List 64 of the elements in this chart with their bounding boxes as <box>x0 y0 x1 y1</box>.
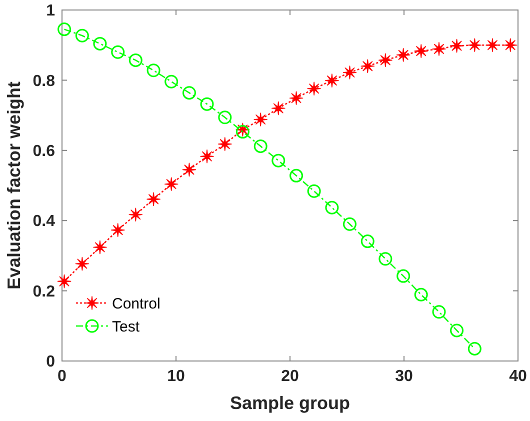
y-tick-label: 0.2 <box>32 283 56 300</box>
point <box>271 101 286 116</box>
point <box>75 28 89 42</box>
point <box>325 74 339 88</box>
point <box>218 137 232 151</box>
point <box>57 274 72 288</box>
point <box>342 217 356 231</box>
point <box>503 38 518 52</box>
y-tick-label: 0.8 <box>32 72 56 90</box>
point <box>307 82 321 96</box>
y-tick-label: 1 <box>46 2 56 20</box>
y-axis-title: Evaluation factor weight <box>4 81 24 290</box>
point <box>342 66 357 80</box>
point <box>414 44 428 58</box>
point <box>378 53 392 68</box>
point <box>128 53 142 67</box>
point <box>254 112 268 126</box>
point <box>146 192 160 206</box>
point <box>468 342 482 356</box>
point <box>164 177 178 191</box>
x-axis-title: Sample group <box>230 393 350 413</box>
point <box>110 223 125 237</box>
point <box>307 184 321 198</box>
point <box>164 74 178 88</box>
legend-label: Test <box>112 318 140 336</box>
point <box>93 240 107 254</box>
point <box>486 38 500 52</box>
point <box>450 324 464 338</box>
x-tick-label: 20 <box>281 368 299 385</box>
point <box>218 110 232 124</box>
point <box>182 162 196 177</box>
point <box>450 38 464 53</box>
y-tick-label: 0.4 <box>32 213 56 230</box>
point <box>432 305 446 319</box>
point <box>468 38 482 52</box>
point <box>146 64 160 78</box>
point <box>182 86 196 100</box>
point <box>432 42 446 56</box>
point <box>378 252 392 266</box>
y-tick-label: 0.6 <box>32 143 56 160</box>
point <box>290 168 304 182</box>
x-tick-label: 10 <box>167 368 185 385</box>
point <box>200 149 214 164</box>
point <box>75 256 90 271</box>
point <box>360 234 374 248</box>
point <box>289 91 304 105</box>
point <box>58 22 72 36</box>
point <box>254 139 268 153</box>
point <box>93 36 107 50</box>
y-tick-label: 0 <box>46 354 56 371</box>
point <box>128 208 143 222</box>
point <box>396 48 410 62</box>
point <box>325 200 339 214</box>
x-tick-label: 40 <box>509 368 527 385</box>
point <box>200 97 214 111</box>
x-tick-label: 30 <box>395 368 413 385</box>
legend-label: Control <box>112 295 160 312</box>
point <box>111 45 125 59</box>
point <box>396 269 410 283</box>
x-tick-label: 0 <box>58 368 67 385</box>
point <box>360 59 375 74</box>
point <box>272 154 286 168</box>
point <box>414 288 428 302</box>
point <box>236 125 250 139</box>
